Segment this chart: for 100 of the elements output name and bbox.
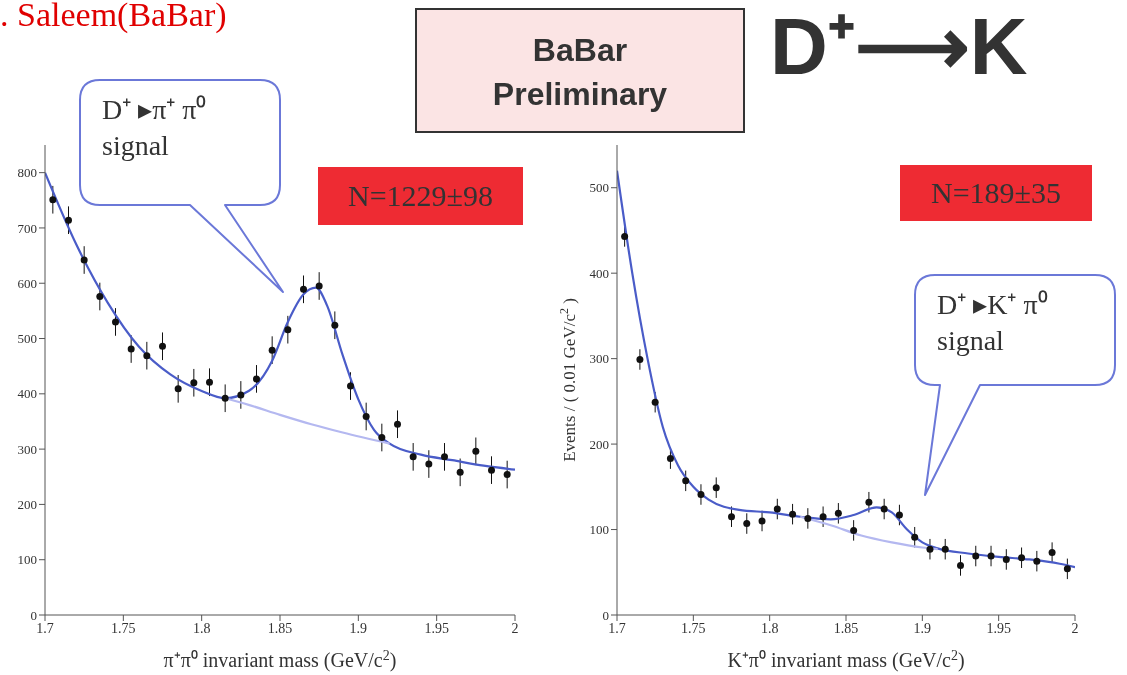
x-axis-title: K⁺π⁰ invariant mass (GeV/c$^{2}$) — [727, 647, 965, 672]
point — [488, 466, 495, 474]
point — [394, 420, 401, 428]
point — [758, 517, 766, 525]
point — [143, 352, 151, 360]
point — [804, 514, 812, 522]
annotation: N=189±35 — [900, 165, 1092, 221]
point — [49, 196, 57, 204]
point — [378, 434, 386, 442]
x-tick-label: 1.8 — [192, 620, 211, 636]
y-tick-label: 200 — [589, 436, 609, 452]
point — [409, 453, 417, 461]
point — [621, 232, 629, 240]
point — [850, 526, 858, 534]
text: . Saleem(BaBar) — [0, 0, 227, 34]
point — [96, 293, 104, 301]
point — [1048, 549, 1056, 557]
point — [174, 385, 182, 393]
point — [425, 460, 433, 468]
point — [112, 318, 119, 326]
point — [503, 471, 511, 479]
point — [127, 345, 135, 353]
annotation: D⁺ ▸K⁺ π⁰ signal — [937, 288, 1049, 358]
point — [865, 498, 873, 506]
point — [926, 545, 934, 553]
point — [972, 552, 980, 560]
point — [636, 355, 644, 363]
y-tick-label: 200 — [17, 497, 37, 513]
x-tick-label: 1.85 — [267, 620, 293, 636]
y-tick-label: 100 — [17, 552, 37, 568]
point — [237, 391, 245, 399]
point — [347, 382, 354, 390]
x-tick-label: 1.85 — [833, 620, 859, 636]
point — [743, 520, 751, 528]
point — [819, 513, 827, 521]
text: D⁺⟶K — [770, 1, 1028, 93]
point — [712, 484, 720, 492]
x-tick-label: 1.9 — [349, 620, 368, 636]
y-tick-label: 100 — [589, 522, 609, 538]
x-axis-title: π⁺π⁰ invariant mass (GeV/c$^{2}$) — [163, 647, 397, 672]
point — [1033, 557, 1041, 565]
x-tick-label: 1.7 — [36, 620, 54, 636]
point — [362, 412, 370, 420]
point — [728, 513, 735, 521]
x-tick-label: 1.7 — [608, 620, 626, 636]
point — [456, 468, 464, 476]
point — [895, 511, 903, 519]
y-tick-label: 700 — [17, 220, 37, 236]
x-tick-label: 1.8 — [760, 620, 779, 636]
point — [834, 509, 842, 517]
point — [253, 375, 260, 383]
point — [880, 505, 888, 513]
x-tick-label: 1.9 — [913, 620, 932, 636]
point — [1018, 554, 1026, 562]
point — [472, 447, 480, 455]
speech-bubble: D⁺ ▸K⁺ π⁰ signal — [915, 275, 1115, 495]
point — [65, 216, 72, 224]
point — [268, 346, 276, 354]
annotation: N=1229±98 — [318, 167, 523, 225]
x-tick-label: 1.95 — [424, 620, 449, 636]
point — [221, 394, 229, 402]
point — [941, 545, 949, 553]
y-tick-label: 500 — [17, 331, 37, 347]
point — [957, 561, 964, 569]
point — [315, 282, 323, 290]
speech-bubble: D⁺ ▸π⁺ π⁰ signal — [80, 80, 283, 292]
annotation: D⁺ ▸π⁺ π⁰ signal — [102, 93, 208, 163]
point — [159, 342, 166, 350]
point — [300, 285, 307, 293]
point — [789, 510, 797, 518]
point — [206, 378, 213, 386]
x-tick-label: 1.95 — [986, 620, 1011, 636]
line-series — [799, 515, 939, 551]
point — [331, 321, 339, 329]
text: BaBar Preliminary — [415, 8, 745, 133]
x-tick-label: 2 — [1071, 620, 1079, 636]
line-series — [45, 171, 515, 471]
point — [190, 379, 198, 387]
y-tick-label: 800 — [17, 165, 37, 181]
point — [284, 326, 292, 334]
point — [911, 533, 919, 541]
y-tick-label: 300 — [589, 351, 609, 367]
point — [682, 477, 690, 485]
point — [697, 491, 705, 499]
y-tick-label: 500 — [589, 180, 609, 196]
point — [666, 455, 674, 463]
point — [441, 453, 448, 461]
point — [651, 398, 659, 406]
y-tick-label: 400 — [17, 386, 37, 402]
point — [80, 256, 88, 264]
y-tick-label: 400 — [589, 265, 609, 281]
y-tick-label: 300 — [17, 441, 37, 457]
point — [773, 505, 781, 513]
point — [1063, 565, 1071, 573]
x-tick-label: 1.75 — [111, 620, 136, 636]
x-tick-label: 2 — [511, 620, 519, 636]
point — [987, 552, 995, 560]
point — [1002, 555, 1010, 563]
y-tick-label: 600 — [17, 275, 37, 291]
x-tick-label: 1.75 — [681, 620, 706, 636]
